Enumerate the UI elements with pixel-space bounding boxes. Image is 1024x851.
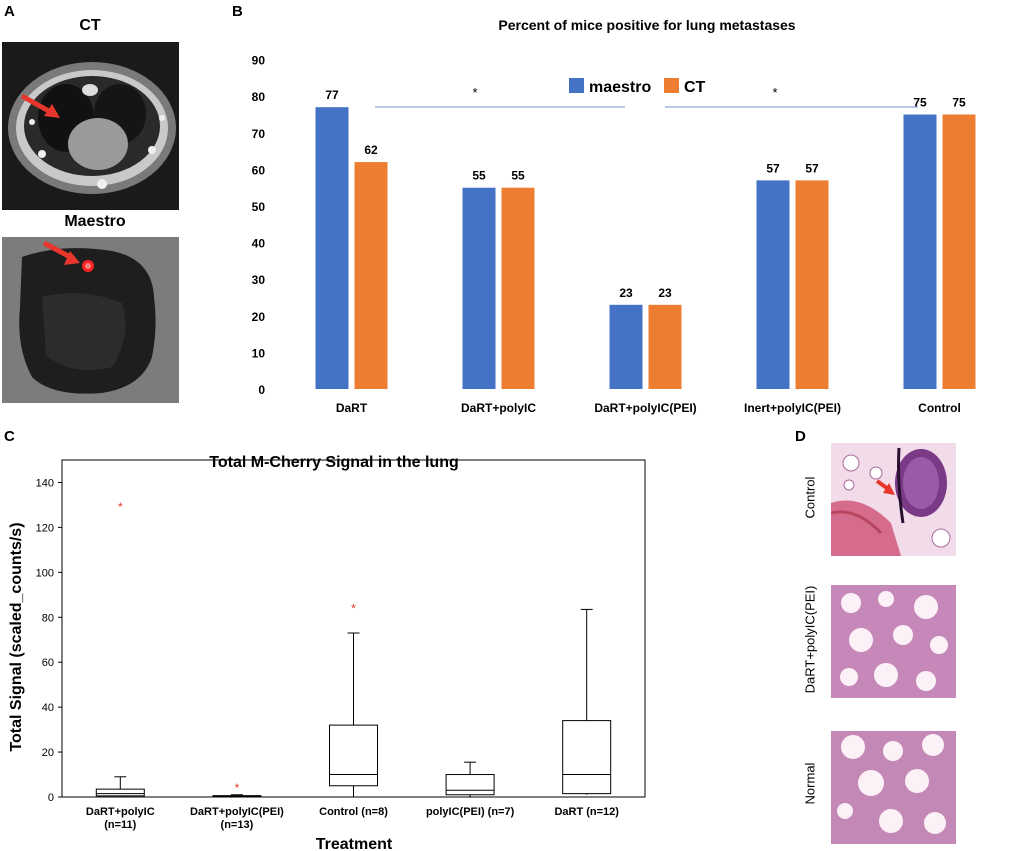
- ct-scan-image: [2, 42, 179, 210]
- chart-c-title: Total M-Cherry Signal in the lung: [209, 454, 458, 471]
- y-tick-label: 0: [48, 792, 54, 804]
- bar-maestro: [315, 107, 349, 390]
- legend-swatch-ct: [664, 78, 679, 93]
- ct-label: CT: [79, 17, 101, 34]
- bar-ct: [648, 304, 682, 389]
- histology-image-normal: [831, 731, 956, 844]
- x-axis-label: Treatment: [316, 836, 393, 851]
- bar-value-label: 23: [658, 286, 672, 300]
- y-tick-label: 60: [42, 657, 54, 669]
- bar-ct: [354, 162, 388, 389]
- histology-label-control: Control: [802, 476, 818, 519]
- bar-value-label: 77: [325, 88, 339, 102]
- bar-maestro: [609, 304, 643, 389]
- x-category-label: Inert+polyIC(PEI): [744, 401, 841, 415]
- y-axis-label: Total Signal (scaled_counts/s): [8, 522, 25, 751]
- legend-label-maestro: maestro: [589, 79, 651, 96]
- x-category-label: DaRT+polyIC: [86, 806, 155, 818]
- y-tick-label: 120: [36, 522, 54, 534]
- y-tick-label: 40: [42, 702, 54, 714]
- x-category-label: DaRT+polyIC(PEI): [190, 806, 284, 818]
- box-plot-mcherry-signal: Total M-Cherry Signal in the lung 0 20 40 60…: [8, 454, 646, 851]
- y-tick-label: 60: [252, 163, 266, 177]
- x-category-label: DaRT+polyIC(PEI): [594, 401, 696, 415]
- box: [329, 724, 378, 787]
- box: [445, 774, 495, 796]
- significance-star: *: [472, 85, 477, 100]
- y-tick-label: 10: [252, 346, 266, 360]
- bar-ct: [795, 180, 829, 389]
- outlier-marker: *: [235, 781, 240, 795]
- y-tick-label: 90: [252, 54, 266, 68]
- bar-value-label: 23: [619, 286, 633, 300]
- bar-maestro: [756, 180, 790, 389]
- y-tick-label: 30: [252, 273, 266, 287]
- maestro-image: [2, 237, 179, 403]
- maestro-label: Maestro: [64, 213, 126, 230]
- x-category-label: DaRT: [336, 401, 368, 415]
- bar-maestro: [903, 114, 937, 389]
- x-category-label: Control (n=8): [319, 806, 388, 818]
- panel-d-letter: D: [795, 428, 806, 445]
- chart-b-title: Percent of mice positive for lung metast…: [498, 17, 795, 33]
- bar-ct: [942, 114, 976, 389]
- histology-image-control: [831, 443, 956, 556]
- y-tick-label: 80: [42, 612, 54, 624]
- y-tick-label: 140: [36, 477, 54, 489]
- significance-star: *: [772, 85, 777, 100]
- box: [95, 788, 145, 797]
- x-category-label: (n=13): [221, 819, 254, 831]
- bar-value-label: 75: [913, 96, 927, 110]
- histology-label-normal: Normal: [802, 762, 818, 805]
- y-tick-label: 0: [258, 383, 265, 397]
- bar-value-label: 57: [766, 161, 780, 175]
- x-category-label: polyIC(PEI) (n=7): [426, 806, 515, 818]
- y-tick-label: 70: [252, 127, 266, 141]
- x-category-label: (n=11): [104, 819, 136, 831]
- legend-label-ct: CT: [684, 79, 706, 96]
- histology-label-dart-polyic-pei: DaRT+polyIC(PEI): [802, 585, 818, 694]
- bar-value-label: 62: [364, 143, 378, 157]
- x-category-label: DaRT+polyIC: [461, 401, 536, 415]
- bar-maestro: [462, 187, 496, 389]
- bar-value-label: 55: [511, 169, 525, 183]
- panel-c-letter: C: [4, 428, 15, 445]
- bar-value-label: 57: [805, 161, 819, 175]
- y-tick-label: 50: [252, 200, 266, 214]
- x-category-label: DaRT (n=12): [554, 806, 619, 818]
- outlier-marker: *: [118, 500, 123, 514]
- y-tick-label: 100: [36, 567, 54, 579]
- box: [562, 720, 612, 795]
- y-tick-label: 20: [42, 747, 54, 759]
- legend-swatch-maestro: [569, 78, 584, 93]
- y-tick-label: 80: [252, 90, 266, 104]
- y-tick-label: 40: [252, 237, 266, 251]
- bar-value-label: 75: [952, 96, 966, 110]
- y-tick-label: 20: [252, 310, 266, 324]
- panel-b-letter: B: [232, 3, 243, 20]
- outlier-marker: *: [351, 601, 356, 615]
- panel-a-letter: A: [4, 3, 15, 20]
- x-category-label: Control: [918, 401, 961, 415]
- bar-chart-lung-metastases: Percent of mice positive for lung metast…: [252, 17, 976, 415]
- bar-value-label: 55: [472, 169, 486, 183]
- histology-image-dart-polyic-pei: [831, 585, 956, 698]
- bar-ct: [501, 187, 535, 389]
